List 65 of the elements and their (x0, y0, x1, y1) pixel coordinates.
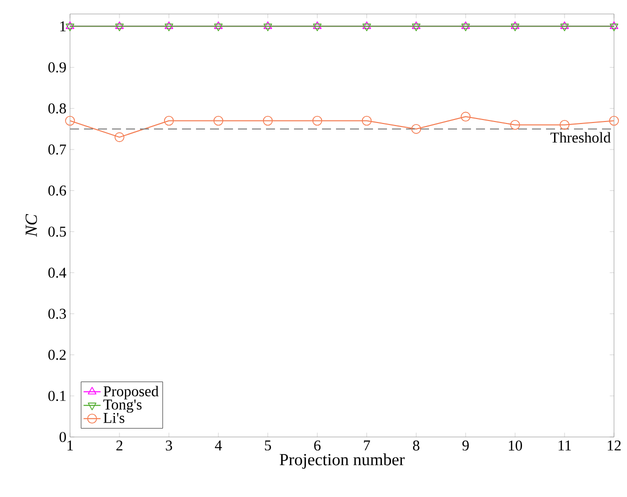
point (264, 24, 272, 32)
x-tick-label: 6 (314, 440, 321, 451)
x-tick-label: 10 (508, 440, 522, 451)
point (313, 24, 322, 32)
ref-line-label: Threshold (550, 132, 611, 143)
x-tick-label: 8 (413, 440, 420, 451)
point (412, 21, 420, 29)
y-tick-label: 0.7 (48, 144, 66, 155)
x-tick-label: 2 (116, 440, 122, 450)
y-tick-label: 0.4 (48, 268, 66, 278)
point (412, 24, 420, 32)
legend-label: Proposed (104, 386, 159, 400)
y-tick-label: 0.2 (48, 350, 66, 360)
point (164, 21, 174, 29)
point (461, 21, 470, 29)
point (66, 24, 74, 32)
point (362, 116, 372, 126)
point (66, 21, 74, 29)
point (610, 21, 618, 29)
point (213, 116, 224, 126)
x-tick-label: 4 (214, 440, 222, 450)
x-tick-label: 9 (462, 440, 469, 451)
x-tick-label: 12 (608, 440, 621, 450)
point (362, 24, 372, 32)
y-tick-label: 1 (60, 21, 66, 32)
point (510, 24, 520, 32)
point (510, 120, 520, 130)
point (313, 21, 322, 29)
point (115, 21, 124, 29)
point (312, 116, 322, 126)
point (560, 120, 570, 130)
point (214, 24, 223, 32)
point (115, 24, 124, 32)
point (560, 24, 569, 32)
point (214, 21, 223, 29)
point (262, 116, 273, 126)
point (560, 21, 569, 29)
y-tick-label: 0.6 (48, 186, 66, 196)
point (461, 24, 470, 32)
x-tick-label: 11 (558, 440, 571, 450)
point (460, 112, 471, 122)
point (609, 116, 619, 126)
y-tick-label: 0.8 (48, 103, 66, 114)
point (65, 116, 75, 126)
point (164, 116, 174, 126)
y-tick-label: 0 (60, 432, 66, 442)
point (264, 21, 272, 29)
y-tick-label: 0.9 (48, 62, 66, 72)
x-tick-label: 1 (68, 440, 73, 450)
point (610, 24, 618, 32)
point (411, 124, 422, 134)
y-tick-label: 0.1 (48, 390, 66, 401)
legend-label: Li's (104, 412, 124, 423)
y-tick-label: 0.5 (48, 226, 66, 237)
x-axis-title: Projection number (280, 453, 405, 469)
point (114, 132, 124, 142)
x-tick-label: 3 (166, 440, 172, 451)
x-tick-label: 7 (364, 440, 370, 450)
y-tick-label: 0.3 (48, 308, 66, 319)
point (362, 21, 372, 29)
y-axis-title: NC (26, 214, 37, 237)
point (164, 24, 174, 32)
point (510, 21, 520, 29)
x-tick-label: 5 (264, 440, 271, 450)
legend-label: Tong's (103, 400, 142, 413)
